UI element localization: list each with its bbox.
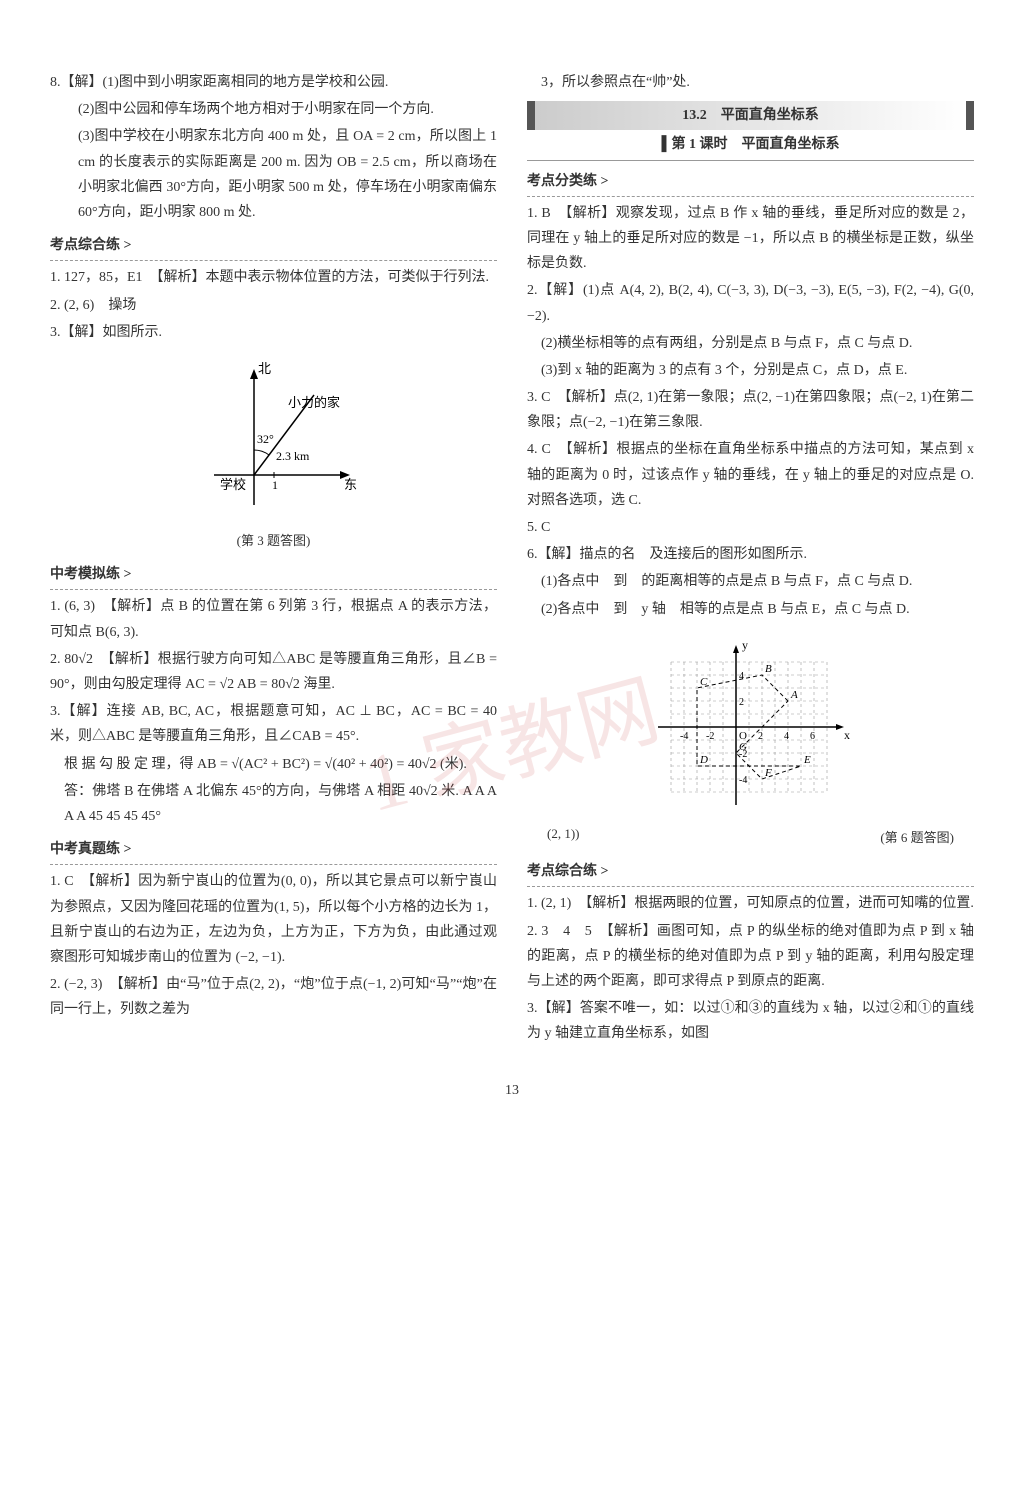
cont-line: 3，所以参照点在“帅”处.	[527, 70, 974, 95]
section-zonghe: 考点综合练 >	[50, 233, 497, 261]
zhenti-1: 1. C 【解析】因为新宁崀山的位置为(0, 0)，所以其它景点可以新宁崀山为参…	[50, 869, 497, 970]
svg-text:32°: 32°	[257, 432, 274, 446]
zonghe-2: 2. (2, 6) 操场	[50, 293, 497, 318]
fenlei-3: 3. C 【解析】点(2, 1)在第一象限；点(2, −1)在第四象限；点(−2…	[527, 385, 974, 435]
section-fenlei: 考点分类练 >	[527, 169, 974, 197]
right-column: 3，所以参照点在“帅”处. 13.2 平面直角坐标系 ▌第 1 课时 平面直角坐…	[527, 70, 974, 1048]
zonghe-3: 3.【解】如图所示.	[50, 320, 497, 345]
fenlei-6b: (1)各点中 到 的距离相等的点是点 B 与点 F，点 C 与点 D.	[527, 569, 974, 594]
fenlei-2c: (3)到 x 轴的距离为 3 的点有 3 个，分别是点 C，点 D，点 E.	[527, 358, 974, 383]
moni-2: 2. 80√2 【解析】根据行驶方向可知△ABC 是等腰直角三角形，且∠B = …	[50, 647, 497, 697]
two-column-layout: 8.【解】(1)图中到小明家距离相同的地方是学校和公园. (2)图中公园和停车场…	[50, 70, 974, 1048]
svg-text:4: 4	[739, 671, 744, 682]
svg-text:G: G	[739, 741, 747, 753]
zonghe2-3: 3.【解】答案不唯一，如：以过①和③的直线为 x 轴，以过②和①的直线为 y 轴…	[527, 996, 974, 1046]
section-zhenti: 中考真题练 >	[50, 837, 497, 865]
fenlei-6c: (2)各点中 到 y 轴 相等的点是点 B 与点 E，点 C 与点 D.	[527, 597, 974, 622]
moni-3c: 答：佛塔 B 在佛塔 A 北偏东 45°的方向，与佛塔 A 相距 40√2 米.…	[50, 779, 497, 829]
section-moni: 中考模拟练 >	[50, 562, 497, 590]
chapter-banner: 13.2 平面直角坐标系	[527, 101, 974, 130]
svg-text:学校: 学校	[220, 477, 246, 492]
fenlei-2b: (2)横坐标相等的点有两组，分别是点 B 与点 F，点 C 与点 D.	[527, 331, 974, 356]
q8-line3: (3)图中学校在小明家东北方向 400 m 处，且 OA = 2 cm，所以图上…	[50, 124, 497, 225]
q8-line1: 8.【解】(1)图中到小明家距离相同的地方是学校和公园.	[50, 70, 497, 95]
svg-text:E: E	[803, 754, 811, 766]
svg-text:x: x	[844, 728, 850, 742]
fig6-extra: (2, 1))	[547, 822, 580, 849]
svg-text:1: 1	[272, 478, 278, 492]
svg-text:北: 北	[258, 361, 271, 376]
svg-text:2.3 km: 2.3 km	[276, 449, 310, 463]
zonghe2-1: 1. (2, 1) 【解析】根据两眼的位置，可知原点的位置，进而可知嘴的位置.	[527, 891, 974, 916]
fenlei-6a: 6.【解】描点的名 及连接后的图形如图所示.	[527, 542, 974, 567]
fenlei-2a: 2.【解】(1)点 A(4, 2), B(2, 4), C(−3, 3), D(…	[527, 278, 974, 328]
moni-3b: 根 据 勾 股 定 理，得 AB = √(AC² + BC²) = √(40² …	[50, 752, 497, 777]
svg-text:-4: -4	[739, 775, 747, 786]
svg-text:y: y	[742, 638, 748, 652]
figure-3: 北 东 学校 小力的家 32° 2.3 km 1 (第 3 题答图)	[50, 355, 497, 552]
svg-text:小力的家: 小力的家	[288, 395, 340, 410]
svg-text:2: 2	[758, 731, 763, 742]
fenlei-4: 4. C 【解析】根据点的坐标在直角坐标系中描点的方法可知，某点到 x 轴的距离…	[527, 437, 974, 513]
zhenti-2: 2. (−2, 3) 【解析】由“马”位于点(2, 2)，“炮”位于点(−1, …	[50, 972, 497, 1022]
fenlei-5: 5. C	[527, 515, 974, 540]
q8-line2: (2)图中公园和停车场两个地方相对于小明家在同一个方向.	[50, 97, 497, 122]
moni-1: 1. (6, 3) 【解析】点 B 的位置在第 6 列第 3 行，根据点 A 的…	[50, 594, 497, 644]
svg-text:B: B	[765, 663, 772, 675]
section-zonghe2: 考点综合练 >	[527, 859, 974, 887]
fig6-caption: (第 6 题答图)	[880, 826, 954, 849]
zonghe-1: 1. 127，85，E1 【解析】本题中表示物体位置的方法，可类似于行列法.	[50, 265, 497, 290]
svg-text:东: 东	[344, 477, 357, 492]
svg-text:4: 4	[784, 731, 789, 742]
svg-text:-2: -2	[706, 731, 714, 742]
svg-text:2: 2	[739, 697, 744, 708]
svg-text:6: 6	[810, 731, 815, 742]
moni-3a: 3.【解】连接 AB, BC, AC，根据题意可知，AC ⊥ BC，AC = B…	[50, 699, 497, 749]
fenlei-1: 1. B 【解析】观察发现，过点 B 作 x 轴的垂线，垂足所对应的数是 2，同…	[527, 201, 974, 277]
zonghe2-2: 2. 3 4 5 【解析】画图可知，点 P 的纵坐标的绝对值即为点 P 到 x …	[527, 919, 974, 995]
lesson-title: ▌第 1 课时 平面直角坐标系	[527, 132, 974, 160]
svg-text:A: A	[790, 689, 798, 701]
fig3-caption: (第 3 题答图)	[50, 529, 497, 552]
svg-text:F: F	[764, 767, 772, 779]
page-number: 13	[50, 1078, 974, 1103]
svg-text:D: D	[699, 754, 708, 766]
svg-text:-4: -4	[680, 731, 688, 742]
figure-6: xyO-4-224624-2-4ABCDEFG (2, 1)) (第 6 题答图…	[527, 632, 974, 849]
left-column: 8.【解】(1)图中到小明家距离相同的地方是学校和公园. (2)图中公园和停车场…	[50, 70, 497, 1048]
